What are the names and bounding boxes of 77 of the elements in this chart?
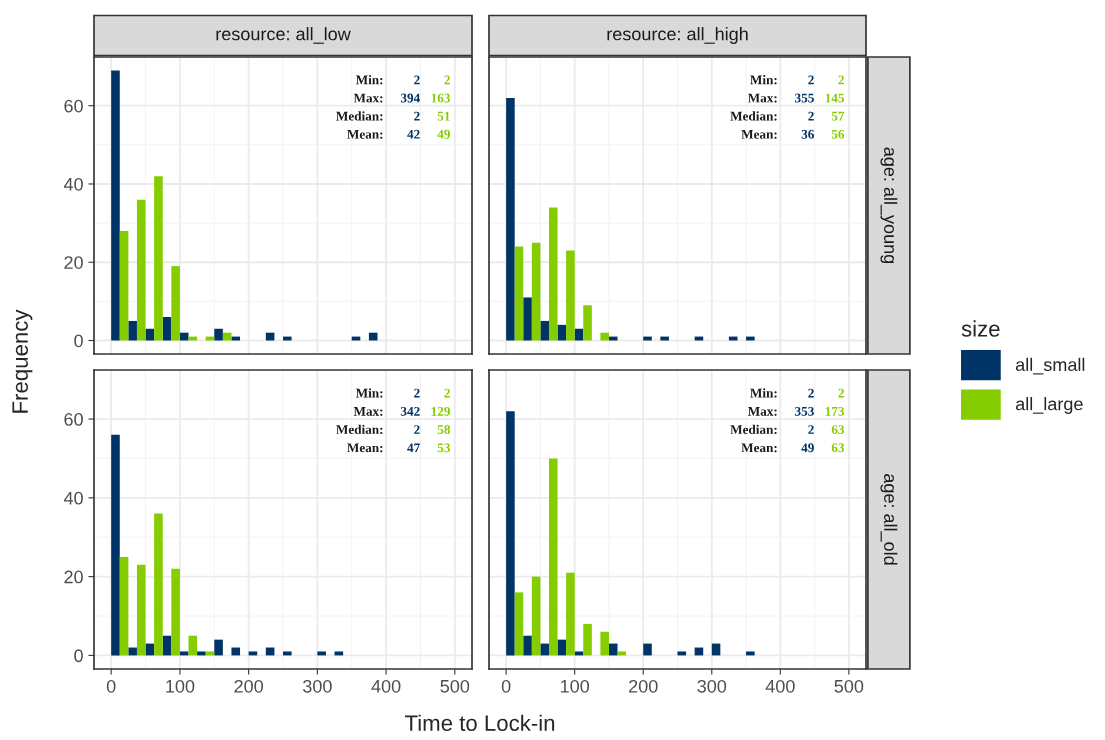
- x-tick-label: 0: [501, 679, 511, 693]
- x-tick-label: 300: [302, 679, 332, 693]
- annotation: 2: [808, 425, 814, 434]
- annotation: 2: [414, 111, 420, 121]
- annotation: Median:: [730, 424, 777, 435]
- annotation: 2: [444, 75, 450, 85]
- y-axis-title: Frequency: [12, 309, 33, 413]
- annotation: Min:: [355, 388, 383, 398]
- x-tick-label: 200: [234, 679, 263, 693]
- y2-axis-title: age: all_old: [880, 474, 898, 565]
- y-tick-label: 40: [63, 491, 83, 505]
- x-tick-label: 500: [834, 679, 864, 693]
- x-tick-label: 500: [440, 679, 470, 693]
- annotation: 2: [808, 111, 814, 121]
- annotation: 342: [400, 406, 420, 416]
- annotation: 163: [431, 93, 450, 103]
- legend-label: all_small: [1015, 357, 1085, 375]
- annotation: 56: [831, 129, 845, 139]
- annotation: 49: [801, 443, 814, 453]
- y-tick-label: 0: [74, 334, 83, 348]
- y-tick-label: 60: [64, 412, 83, 426]
- x-tick-label: 100: [561, 679, 590, 693]
- annotation: 2: [444, 388, 450, 398]
- annotation: Median:: [336, 424, 383, 435]
- annotation: Min:: [355, 75, 383, 85]
- annotation: 36: [801, 129, 814, 139]
- annotation: 63: [831, 425, 845, 434]
- annotation: 2: [808, 75, 814, 85]
- annotation: 145: [825, 93, 845, 103]
- x-tick-label: 400: [765, 679, 795, 693]
- annotation: Min:: [750, 75, 777, 85]
- y2-axis-title: age: all_young: [880, 147, 898, 264]
- legend-label: all_large: [1015, 397, 1083, 414]
- annotation: 129: [431, 406, 450, 416]
- chart-title: resource: all_high: [607, 27, 748, 44]
- annotation: 173: [825, 406, 845, 416]
- y-tick-label: 20: [64, 570, 83, 584]
- annotation: Max:: [353, 406, 383, 416]
- annotation: 353: [795, 406, 814, 416]
- y-tick-label: 60: [64, 99, 83, 113]
- legend-title: size: [961, 320, 1000, 337]
- x-tick-label: 200: [629, 679, 658, 693]
- annotation: 394: [400, 93, 420, 103]
- y-tick-label: 0: [74, 649, 83, 663]
- x-axis-title: Time to Lock-in: [404, 714, 555, 731]
- annotation: Max:: [747, 93, 777, 103]
- annotation: 57: [831, 111, 845, 121]
- annotation: Median:: [730, 111, 777, 121]
- annotation: 53: [437, 443, 450, 453]
- annotation: 2: [838, 388, 844, 398]
- annotation: Mean:: [741, 129, 777, 139]
- chart-title: resource: all_low: [216, 27, 351, 44]
- annotation: 355: [795, 93, 814, 103]
- annotation: Mean:: [741, 443, 777, 453]
- y-tick-label: 40: [63, 177, 83, 191]
- annotation: 2: [414, 388, 420, 398]
- annotation: Min:: [750, 388, 777, 398]
- annotation: 51: [437, 111, 450, 121]
- annotation: Mean:: [347, 129, 383, 139]
- annotation: Max:: [747, 406, 777, 416]
- x-tick-label: 300: [697, 679, 727, 693]
- annotation: 2: [414, 425, 420, 434]
- annotation: 2: [414, 75, 420, 85]
- annotation: 47: [407, 443, 420, 453]
- annotation: 49: [437, 129, 450, 139]
- y-tick-label: 20: [64, 256, 83, 269]
- annotation: 63: [831, 443, 845, 453]
- x-tick-label: 400: [371, 679, 401, 693]
- annotation: 2: [808, 388, 814, 398]
- annotation: 42: [407, 129, 420, 139]
- x-tick-label: 100: [166, 679, 195, 693]
- annotation: 58: [437, 425, 451, 434]
- annotation: Median:: [336, 111, 383, 121]
- annotation: Max:: [353, 93, 383, 103]
- annotation: 2: [838, 75, 844, 85]
- x-tick-label: 0: [106, 679, 116, 693]
- annotation: Mean:: [347, 443, 383, 453]
